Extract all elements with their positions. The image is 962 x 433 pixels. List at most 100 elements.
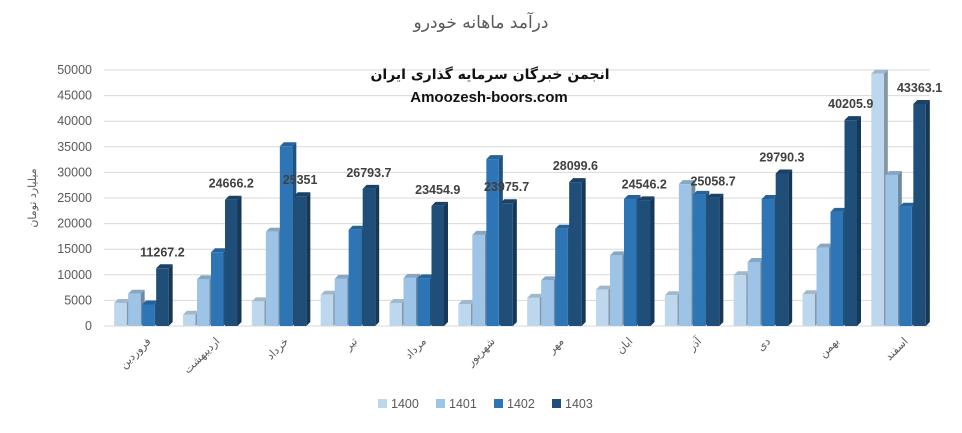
bar-side	[719, 193, 724, 326]
x-category-label: اسفند	[882, 335, 910, 363]
legend-label: 1400	[391, 397, 419, 411]
bar-1401-2	[197, 279, 210, 326]
bar-top	[899, 202, 916, 207]
bar-side	[168, 264, 173, 326]
y-axis-ticks: 0 5000 10000 15000 20000 25000 30000 35000 40000…	[57, 63, 92, 333]
bar-top	[692, 190, 710, 195]
bar-top	[472, 230, 489, 235]
bar-1402-6	[486, 159, 499, 326]
legend-label: 1403	[565, 397, 593, 411]
bar-1402-5	[417, 278, 430, 326]
legend-swatch	[494, 399, 503, 408]
bar-1403-12	[913, 103, 926, 326]
legend-swatch	[436, 399, 445, 408]
bar-top	[569, 178, 586, 183]
bar-top	[403, 273, 420, 278]
bar-top	[211, 248, 228, 253]
data-label: 29790.3	[759, 150, 804, 164]
data-labels: 11267.2 24666.2 25351 26793.7 23454.9 23975.7…	[140, 81, 942, 259]
bar-1402-1	[142, 304, 155, 326]
bar-top	[664, 291, 682, 296]
bar-top	[624, 195, 641, 200]
bar-1402-4	[348, 229, 362, 326]
bar-top	[678, 180, 696, 185]
bar-1401-8	[610, 255, 623, 326]
bar-1403-5	[431, 205, 444, 326]
bar-side	[788, 169, 793, 326]
y-tick-label: 10000	[57, 268, 92, 282]
bar-1400-11	[802, 294, 815, 326]
x-category-label: مهر	[545, 335, 567, 357]
bar-1403-8	[638, 200, 651, 326]
gridlines	[104, 69, 930, 327]
bar-top	[197, 275, 214, 280]
legend: 1400 1401 1402 1403	[378, 397, 593, 411]
bar-side	[581, 178, 586, 326]
bar-top	[844, 116, 861, 121]
bar-side	[857, 116, 861, 327]
bar-1400-1	[114, 302, 127, 326]
bar-1400-4	[320, 294, 334, 326]
y-tick-label: 40000	[57, 114, 92, 128]
bar-1400-12	[871, 73, 884, 326]
y-tick-label: 20000	[57, 217, 92, 231]
y-tick-label: 5000	[64, 293, 92, 307]
bar-1403-7	[569, 182, 582, 326]
x-category-label: دی	[754, 335, 773, 354]
bar-top	[279, 142, 297, 147]
data-label: 24666.2	[209, 177, 254, 191]
bar-1401-9	[678, 184, 692, 326]
x-category-label: فروردین	[117, 335, 153, 371]
bar-top	[334, 274, 352, 279]
bar-1401-7	[541, 280, 554, 326]
bar-1401-10	[747, 262, 761, 326]
x-category-label: تیر	[341, 335, 360, 354]
bar-top	[555, 224, 572, 229]
bar-top	[816, 243, 833, 248]
bar-top	[500, 199, 517, 204]
bar-1400-6	[458, 303, 471, 326]
bar-top	[156, 264, 173, 269]
bar-top	[913, 99, 930, 104]
bar-top	[761, 195, 779, 200]
x-category-label: ابان	[614, 335, 636, 357]
bar-top	[431, 201, 448, 206]
bar-top	[183, 310, 200, 315]
bar-top	[128, 289, 145, 294]
bar-1400-8	[596, 289, 609, 326]
bar-side	[925, 99, 930, 326]
bar-side	[650, 196, 655, 326]
data-label: 11267.2	[140, 245, 185, 259]
y-tick-label: 45000	[57, 89, 92, 103]
bar-top	[885, 170, 902, 175]
bar-side	[512, 199, 517, 326]
data-label: 25351	[283, 173, 318, 187]
y-tick-label: 50000	[57, 63, 92, 77]
legend-swatch	[552, 399, 561, 408]
bar-top	[265, 227, 283, 232]
x-category-label: شهریور	[463, 335, 497, 369]
bar-1402-10	[761, 199, 775, 326]
bar-1402-11	[830, 211, 843, 326]
legend-swatch	[378, 399, 387, 408]
bar-1402-8	[624, 199, 637, 326]
bar-top	[527, 293, 544, 298]
bar-1403-1	[156, 268, 169, 326]
bar-top	[348, 225, 366, 230]
bar-top	[458, 299, 475, 304]
data-label: 26793.7	[346, 166, 391, 180]
bar-top	[389, 298, 406, 303]
bar-1403-3	[293, 196, 307, 326]
data-label: 23975.7	[484, 180, 529, 194]
bar-1401-12	[885, 174, 898, 326]
chart-title: درآمد ماهانه خودرو	[413, 11, 549, 33]
bar-top	[362, 184, 380, 189]
y-tick-label: 35000	[57, 140, 92, 154]
legend-label: 1401	[449, 397, 477, 411]
bar-top	[706, 193, 724, 198]
bar-top	[733, 271, 751, 276]
y-tick-label: 15000	[57, 242, 92, 256]
bar-top	[142, 300, 159, 305]
bar-1403-6	[500, 203, 513, 326]
bar-1401-6	[472, 234, 485, 326]
